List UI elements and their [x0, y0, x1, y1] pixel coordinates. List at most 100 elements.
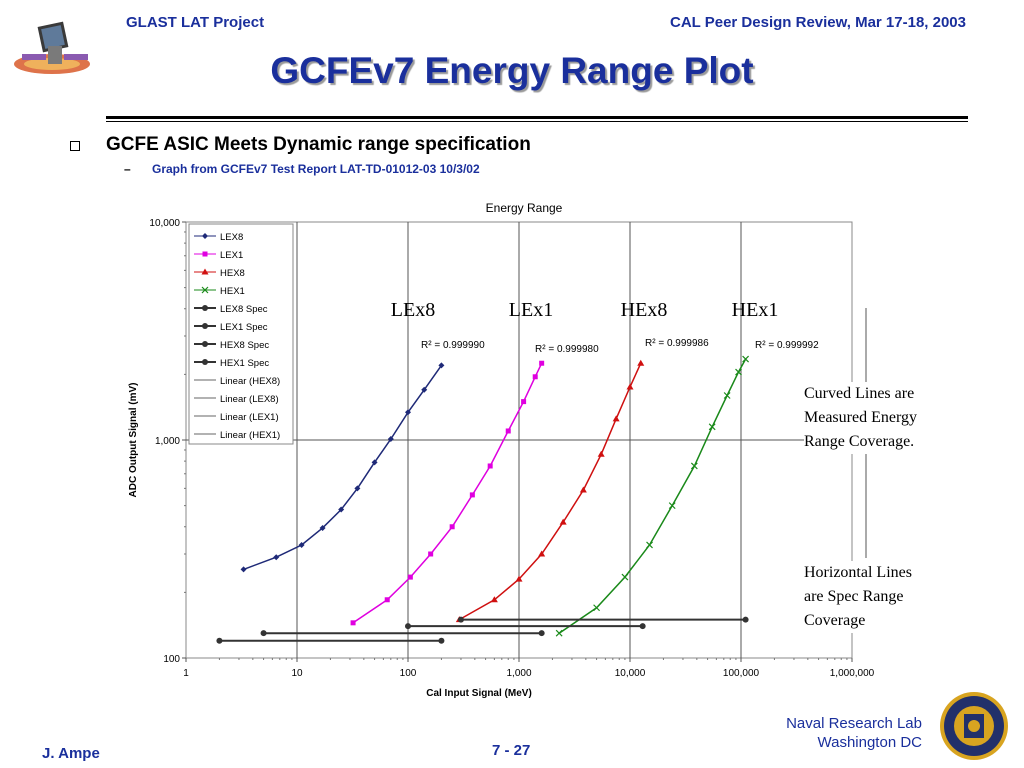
- data-point: [612, 415, 620, 422]
- r-squared-label: R² = 0.999992: [755, 340, 819, 351]
- legend-entry: Linear (LEX1): [220, 412, 279, 423]
- horizontal-note-line: Horizontal Lines: [804, 564, 912, 581]
- y-tick-label: 1,000: [155, 436, 180, 447]
- data-point: [742, 355, 750, 363]
- data-point: [202, 305, 208, 311]
- data-point: [532, 374, 538, 380]
- data-point: [371, 459, 378, 466]
- spec-endpoint: [639, 623, 646, 630]
- data-point: [690, 462, 698, 470]
- data-point: [202, 233, 208, 239]
- data-point: [626, 383, 634, 390]
- sub-bullet-dash: –: [124, 162, 131, 176]
- nrl-seal-logo: [940, 692, 1008, 760]
- measured-curve: [458, 362, 642, 621]
- spec-endpoint: [405, 623, 411, 630]
- glast-satellite-logo: [14, 21, 90, 74]
- data-point: [384, 597, 390, 603]
- data-point: [405, 409, 411, 416]
- legend-entry: HEX1 Spec: [220, 358, 269, 369]
- range-label: LEx8: [391, 299, 435, 321]
- spec-endpoint: [260, 630, 267, 637]
- legend-entry: Linear (HEX8): [220, 376, 280, 387]
- slide-title: GCFEv7 Energy Range Plot: [270, 50, 754, 91]
- data-point: [668, 502, 676, 510]
- y-tick-label: 10,000: [149, 218, 180, 229]
- legend-entry: Linear (LEX8): [220, 394, 279, 405]
- energy-range-chart: Energy Range 1 10 100 1,000 10,000 100,000 1,00…: [128, 201, 875, 699]
- header-review: CAL Peer Design Review, Mar 17-18, 2003: [670, 14, 966, 31]
- data-point: [202, 341, 208, 347]
- horizontal-note-line: Coverage: [804, 612, 866, 629]
- measured-curve: [558, 358, 747, 634]
- data-point: [469, 492, 475, 498]
- x-tick-label: 100: [400, 668, 417, 679]
- title-rule-thick: [106, 116, 968, 119]
- legend-entry: HEX1: [220, 286, 245, 297]
- legend-entry: LEX8: [220, 232, 243, 243]
- curved-note-line: Curved Lines are: [804, 385, 915, 402]
- org-line-1: Naval Research Lab: [786, 715, 922, 732]
- range-label: HEx8: [621, 299, 668, 321]
- data-point: [559, 518, 567, 525]
- legend-entry: Linear (HEX1): [220, 430, 280, 441]
- x-tick-label: 1,000,000: [830, 668, 875, 679]
- footer-organization: Naval Research Lab Washington DC: [786, 714, 922, 752]
- data-point: [407, 574, 413, 580]
- data-point: [298, 541, 305, 548]
- data-point: [354, 485, 361, 492]
- data-point: [387, 436, 394, 443]
- data-point: [521, 399, 527, 405]
- data-point: [421, 386, 428, 393]
- data-point: [505, 428, 511, 434]
- footer-author: J. Ampe: [42, 745, 100, 762]
- legend-entry: LEX1: [220, 250, 243, 261]
- x-tick-label: 1,000: [506, 668, 531, 679]
- horizontal-lines-note: Horizontal Lines are Spec Range Coverage: [804, 561, 912, 633]
- legend-entry: LEX1 Spec: [220, 322, 268, 333]
- org-line-2: Washington DC: [817, 734, 923, 751]
- data-point: [637, 359, 645, 366]
- chart-title: Energy Range: [486, 201, 563, 215]
- data-point: [723, 392, 731, 399]
- data-point: [201, 268, 209, 275]
- r-squared-label: R² = 0.999986: [645, 338, 709, 349]
- data-point: [593, 604, 601, 612]
- spec-endpoint: [742, 616, 749, 623]
- data-point: [515, 575, 523, 582]
- legend-entry: HEX8 Spec: [220, 340, 269, 351]
- x-tick-label: 1: [183, 668, 189, 679]
- legend-box: [188, 223, 294, 445]
- legend-entry: HEX8: [220, 268, 245, 279]
- spec-endpoint: [457, 616, 464, 623]
- x-tick-label: 10,000: [615, 668, 646, 679]
- data-point: [579, 486, 587, 493]
- data-point: [240, 566, 247, 573]
- data-point: [490, 596, 498, 603]
- page-number: 7 - 27: [492, 742, 531, 759]
- data-point: [539, 360, 545, 366]
- r-squared-label: R² = 0.999980: [535, 344, 599, 355]
- data-point: [273, 554, 280, 561]
- spec-endpoint: [438, 637, 445, 644]
- data-point: [338, 506, 345, 513]
- data-point: [202, 323, 208, 329]
- x-tick-label: 100,000: [723, 668, 760, 679]
- data-point: [646, 541, 653, 549]
- data-point: [597, 450, 605, 457]
- curved-note-line: Range Coverage.: [804, 433, 915, 450]
- range-label: HEx1: [732, 299, 779, 321]
- data-point: [350, 620, 356, 626]
- data-point: [538, 550, 546, 557]
- title-rule-thin: [106, 121, 968, 122]
- sub-bullet: Graph from GCFEv7 Test Report LAT-TD-010…: [152, 162, 480, 176]
- data-point: [319, 524, 326, 531]
- bullet-box-icon: [70, 141, 80, 151]
- data-point: [735, 368, 742, 376]
- horizontal-note-line: are Spec Range: [804, 588, 904, 605]
- data-point: [555, 629, 563, 637]
- data-point: [428, 551, 434, 557]
- main-bullet: GCFE ASIC Meets Dynamic range specificat…: [106, 134, 531, 155]
- y-tick-label: 100: [163, 654, 180, 665]
- data-point: [708, 423, 716, 431]
